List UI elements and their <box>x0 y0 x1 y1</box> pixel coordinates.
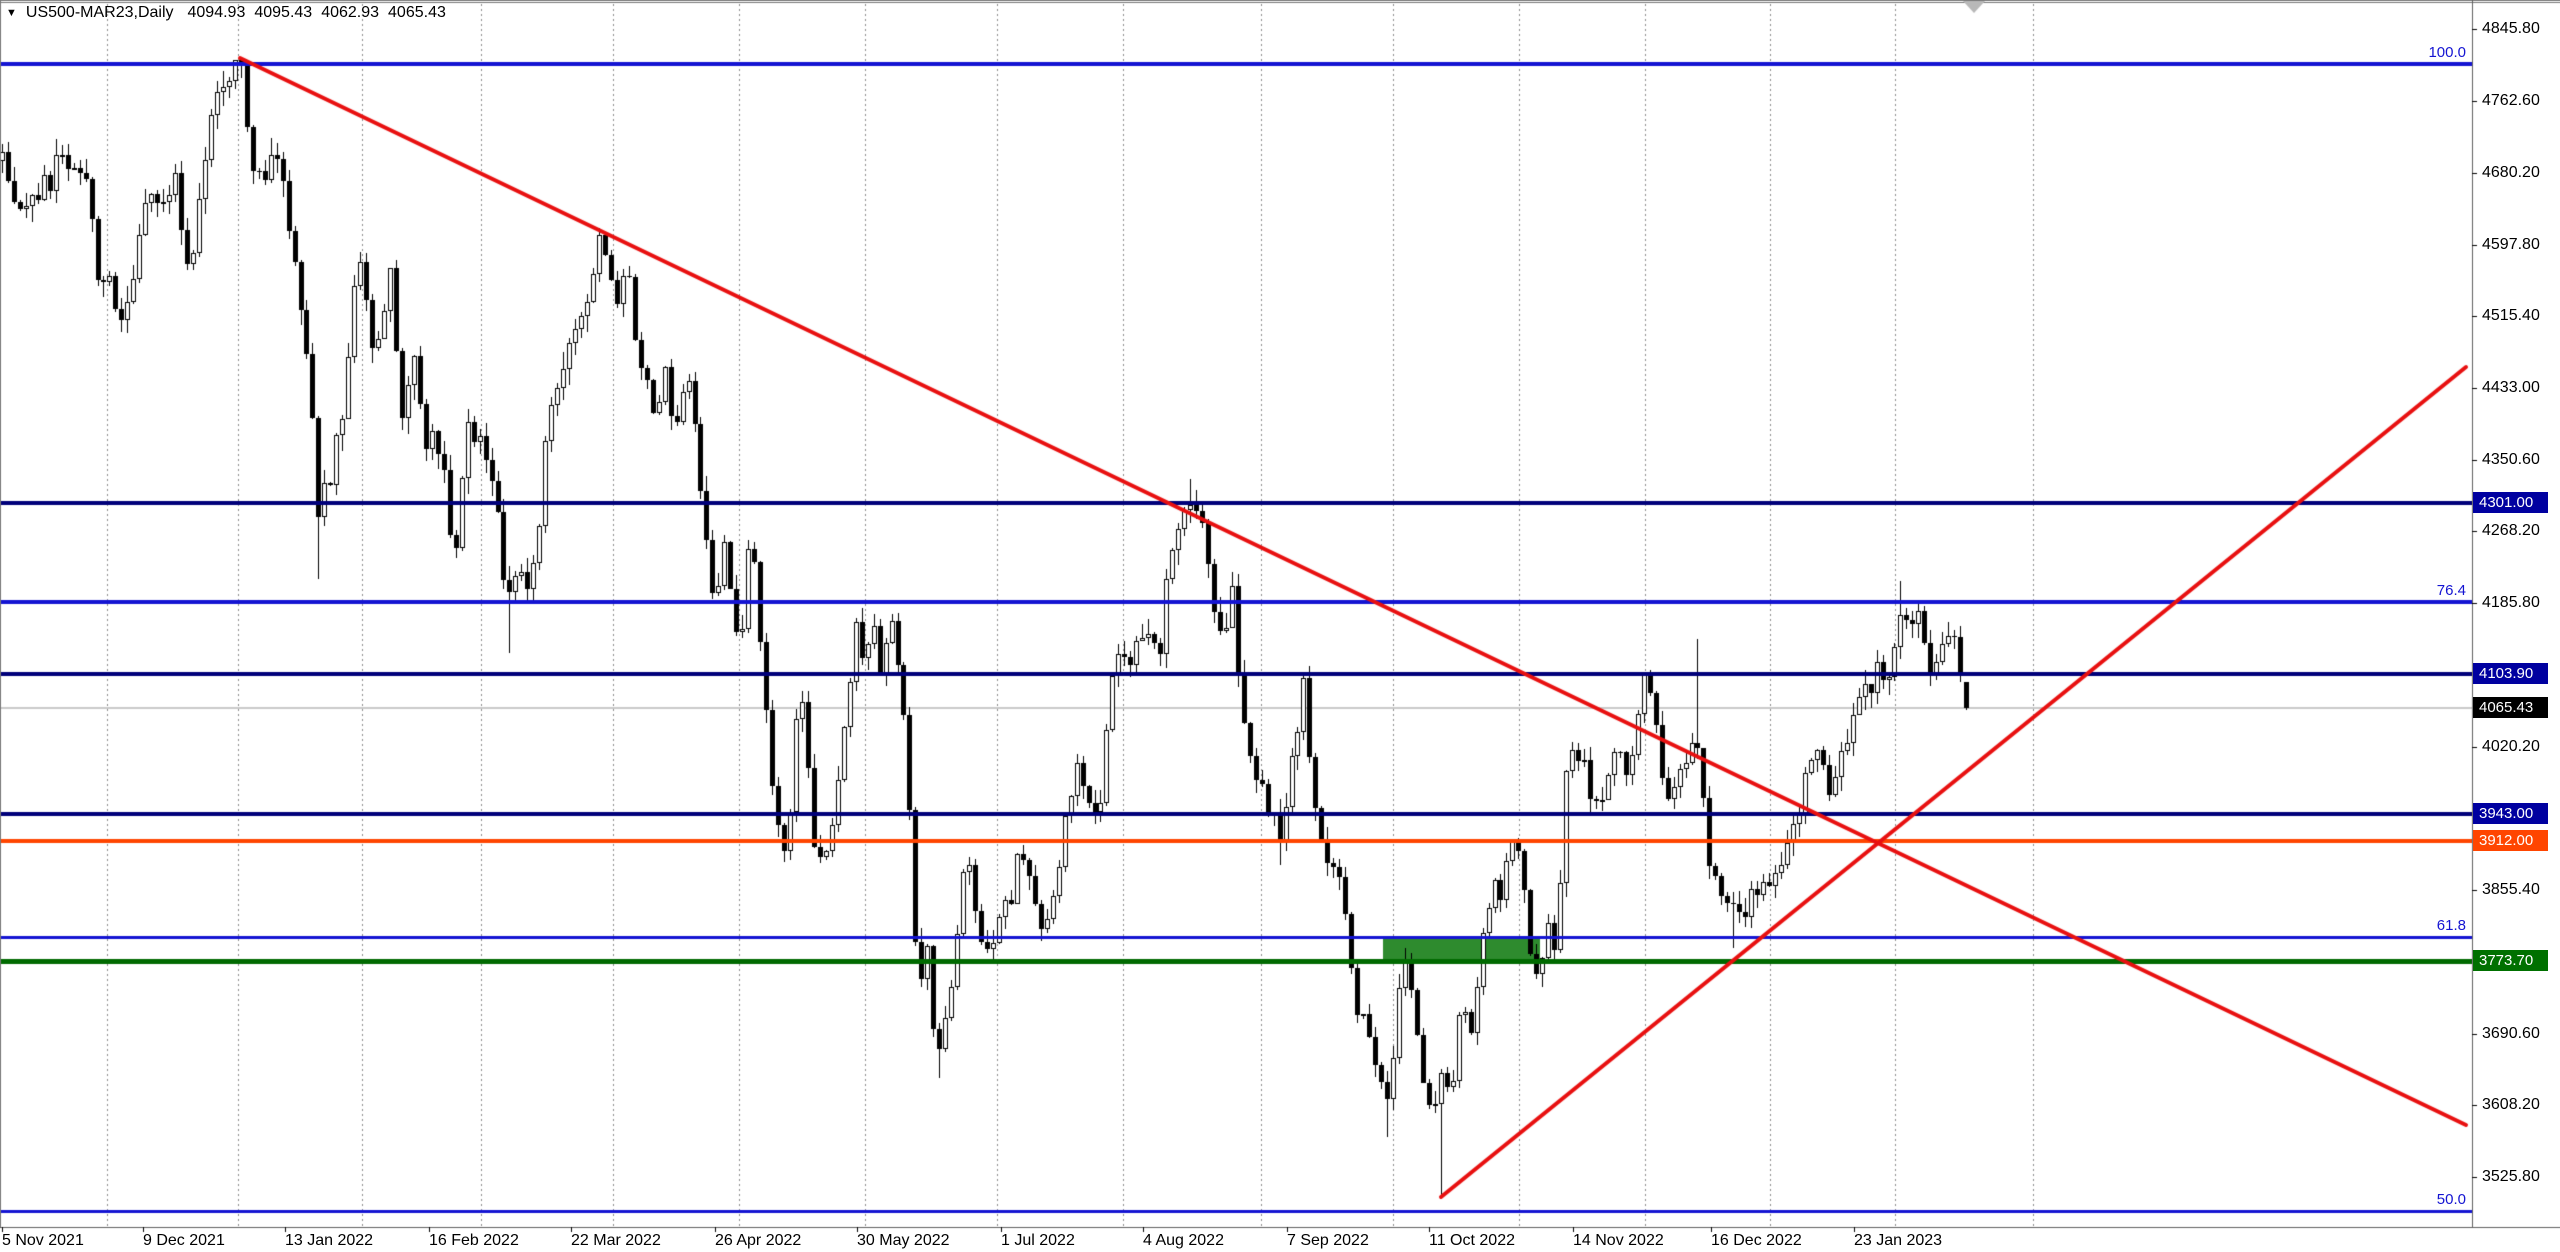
fib-level-label: 100.0 <box>2428 43 2466 61</box>
y-axis-tick-label: 4433.00 <box>2482 379 2540 396</box>
fib-level-label: 50.0 <box>2436 1191 2466 1208</box>
y-axis-tick-label: 4350.60 <box>2482 450 2540 468</box>
x-axis-date-label: 16 Feb 2022 <box>429 1232 519 1249</box>
y-axis-tick-label: 4762.60 <box>2482 92 2540 110</box>
fib-level-label: 76.4 <box>2436 582 2466 600</box>
ohlc-high-value: 4095.43 <box>254 4 313 21</box>
price-level-tag[interactable]: 3773.70 <box>2473 950 2548 972</box>
x-axis-date-label: 16 Dec 2022 <box>1711 1232 1802 1249</box>
y-axis-tick-label: 4845.80 <box>2482 20 2540 37</box>
y-axis-tick-label: 4268.20 <box>2482 522 2540 540</box>
ohlc-open-value: 4094.93 <box>187 4 246 21</box>
x-axis-date-label: 26 Apr 2022 <box>715 1232 802 1249</box>
y-axis-tick-label: 3855.40 <box>2482 881 2540 899</box>
y-axis-tick-label: 4515.40 <box>2482 307 2540 325</box>
symbol-period-label: US500-MAR23,Daily <box>25 4 174 21</box>
current-price-tag: 4065.43 <box>2473 696 2548 718</box>
y-axis-tick-label: 4680.20 <box>2482 164 2540 182</box>
x-axis-date-label: 5 Nov 2021 <box>2 1232 84 1249</box>
price-level-tag[interactable]: 4103.90 <box>2473 663 2548 685</box>
y-axis-tick-label: 3690.60 <box>2482 1024 2540 1042</box>
ohlc-low-value: 4062.93 <box>321 4 380 21</box>
price-level-tag[interactable]: 3943.00 <box>2473 803 2548 825</box>
chart-title-bar: ▼ US500-MAR23,Daily 4094.93 4095.43 4062… <box>6 3 455 23</box>
ohlc-close-value: 4065.43 <box>388 4 446 21</box>
x-axis-date-label: 11 Oct 2022 <box>1429 1232 1515 1249</box>
y-axis-tick-label: 3525.80 <box>2482 1168 2540 1185</box>
x-axis-date-label: 22 Mar 2022 <box>571 1232 661 1249</box>
x-axis-date-label: 23 Jan 2023 <box>1854 1232 1943 1249</box>
x-axis-date-label: 13 Jan 2022 <box>285 1232 374 1249</box>
x-axis-date-label: 30 May 2022 <box>857 1232 950 1249</box>
x-axis-date-label: 7 Sep 2022 <box>1287 1232 1369 1249</box>
x-axis-date-label: 14 Nov 2022 <box>1573 1232 1664 1249</box>
x-axis-date-label: 9 Dec 2021 <box>143 1232 225 1249</box>
y-axis-tick-label: 3608.20 <box>2482 1096 2540 1114</box>
price-level-tag[interactable]: 4301.00 <box>2473 491 2548 513</box>
x-axis-date-label: 4 Aug 2022 <box>1143 1232 1224 1249</box>
x-axis-date-label: 1 Jul 2022 <box>1001 1232 1075 1249</box>
y-axis-tick-label: 4020.20 <box>2482 738 2540 756</box>
y-axis-tick-label: 4597.80 <box>2482 235 2540 253</box>
fib-level-label: 61.8 <box>2436 917 2466 935</box>
y-axis-tick-label: 4185.80 <box>2482 594 2540 611</box>
collapse-arrow-icon[interactable]: ▼ <box>6 7 17 19</box>
price-level-tag[interactable]: 3912.00 <box>2473 830 2548 852</box>
